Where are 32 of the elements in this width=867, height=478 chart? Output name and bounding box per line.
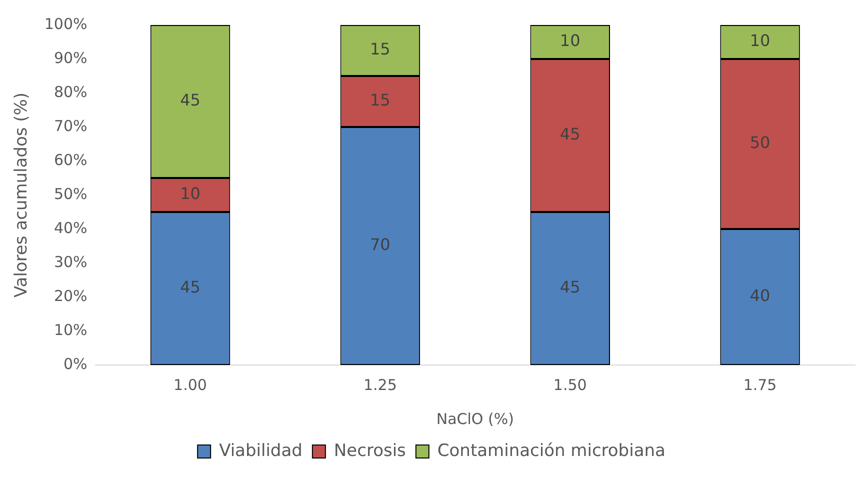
y-tick-label: 20% (54, 286, 88, 305)
x-tick-label: 1.75 (743, 376, 777, 394)
y-tick-label: 40% (54, 218, 88, 237)
data-label: 15 (370, 40, 390, 59)
data-label: 10 (180, 184, 200, 204)
data-label: 45 (560, 278, 580, 297)
data-label: 40 (750, 286, 770, 306)
legend-label: Viabilidad (219, 440, 302, 461)
data-label: 70 (370, 235, 390, 254)
data-label: 15 (370, 90, 390, 110)
data-label: 45 (180, 278, 200, 297)
data-label: 50 (750, 133, 770, 152)
data-label: 10 (560, 31, 580, 50)
x-tick-label: 1.25 (363, 376, 397, 394)
legend-label: Necrosis (334, 440, 406, 461)
data-label: 45 (180, 90, 200, 110)
y-axis-title: Valores acumulados (%) (12, 92, 32, 298)
legend-label: Contaminación microbiana (437, 440, 666, 461)
x-tick-label: 1.50 (553, 376, 587, 394)
y-tick-label: 30% (54, 252, 88, 271)
y-tick-label: 80% (54, 82, 88, 101)
data-label: 45 (560, 124, 580, 144)
y-tick-label: 100% (44, 14, 88, 33)
y-tick-label: 0% (63, 354, 88, 373)
x-tick-label: 1.00 (174, 376, 207, 394)
y-tick-label: 60% (54, 150, 88, 169)
x-axis-title: NaClO (%) (436, 410, 514, 428)
y-tick-label: 90% (54, 48, 88, 67)
data-label: 10 (750, 31, 770, 50)
y-tick-label: 50% (54, 184, 88, 203)
y-tick-label: 70% (54, 116, 88, 135)
y-tick-label: 10% (54, 320, 88, 339)
